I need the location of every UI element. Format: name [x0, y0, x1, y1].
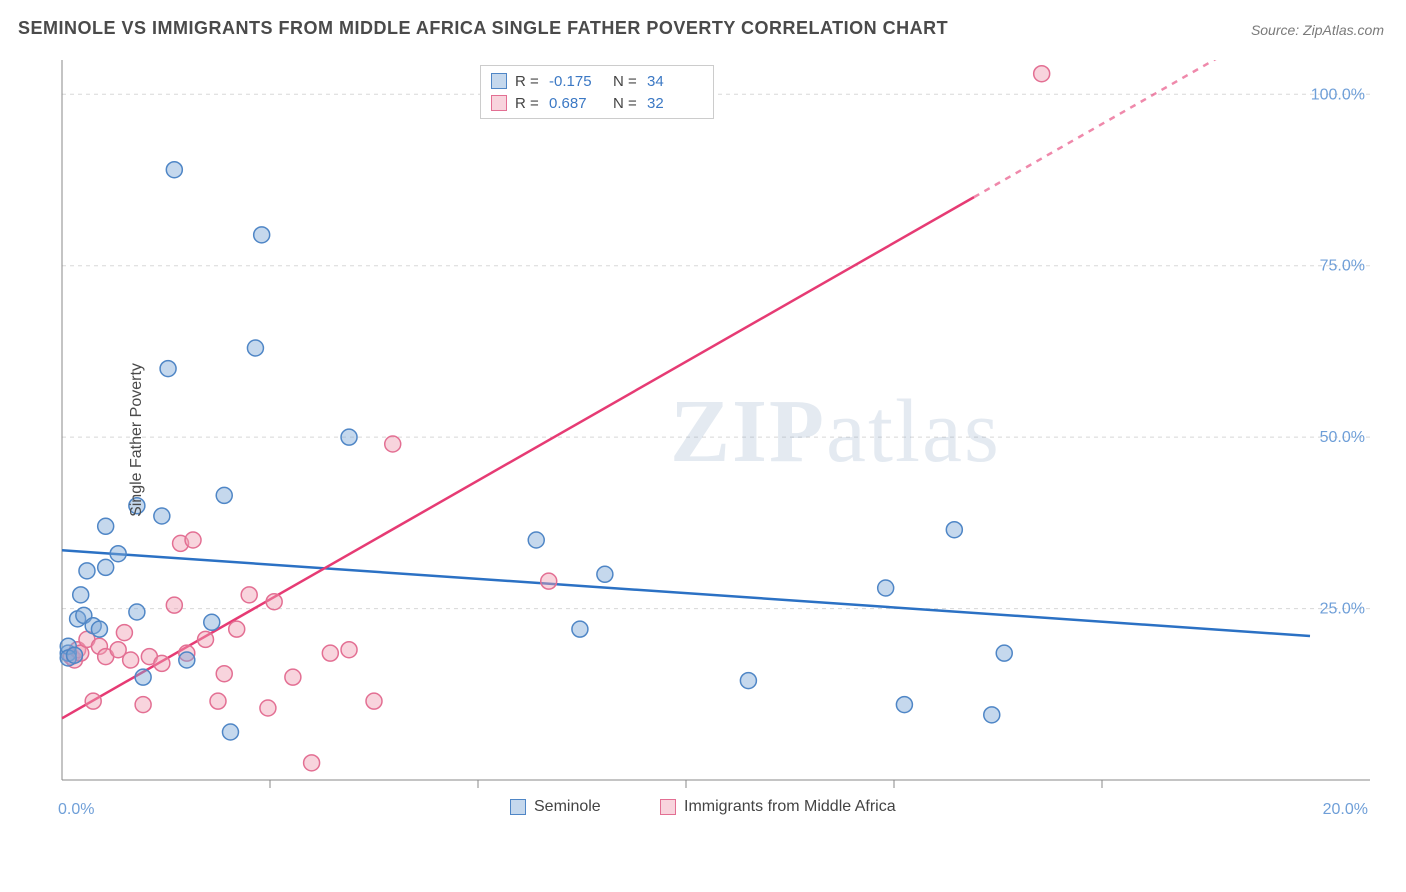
legend-swatch-seminole [510, 799, 526, 815]
y-axis-label: Single Father Poverty [128, 363, 146, 517]
svg-text:20.0%: 20.0% [1323, 801, 1368, 818]
stat-label-n: N = [613, 95, 639, 112]
legend-stats: R = -0.175 N = 34 R = 0.687 N = 32 [480, 65, 714, 119]
stat-label-r: R = [515, 95, 541, 112]
svg-text:100.0%: 100.0% [1311, 86, 1365, 103]
legend-series-1: Seminole [510, 798, 601, 816]
svg-text:75.0%: 75.0% [1320, 258, 1365, 275]
source-label: Source: ZipAtlas.com [1251, 22, 1384, 38]
svg-text:0.0%: 0.0% [58, 801, 94, 818]
legend-swatch-seminole [491, 73, 507, 89]
plot-area: Single Father Poverty 25.0% 50.0% 75.0% 100… [50, 60, 1370, 820]
svg-text:50.0%: 50.0% [1320, 429, 1365, 446]
stat-n-immigrants: 32 [647, 95, 703, 112]
stat-label-n: N = [613, 73, 639, 90]
stat-r-immigrants: 0.687 [549, 95, 605, 112]
chart-container: SEMINOLE VS IMMIGRANTS FROM MIDDLE AFRIC… [0, 0, 1406, 892]
chart-title: SEMINOLE VS IMMIGRANTS FROM MIDDLE AFRIC… [18, 18, 948, 39]
stat-label-r: R = [515, 73, 541, 90]
stat-n-seminole: 34 [647, 73, 703, 90]
svg-text:25.0%: 25.0% [1320, 601, 1365, 618]
stat-r-seminole: -0.175 [549, 73, 605, 90]
legend-label-seminole: Seminole [534, 798, 601, 816]
legend-series-2: Immigrants from Middle Africa [660, 798, 896, 816]
legend-label-immigrants: Immigrants from Middle Africa [684, 798, 896, 816]
legend-swatch-immigrants [660, 799, 676, 815]
legend-stats-row: R = -0.175 N = 34 [491, 70, 703, 92]
legend-stats-row: R = 0.687 N = 32 [491, 92, 703, 114]
legend-swatch-immigrants [491, 95, 507, 111]
chart-svg: 25.0% 50.0% 75.0% 100.0% 0.0% 20.0% [50, 60, 1370, 820]
